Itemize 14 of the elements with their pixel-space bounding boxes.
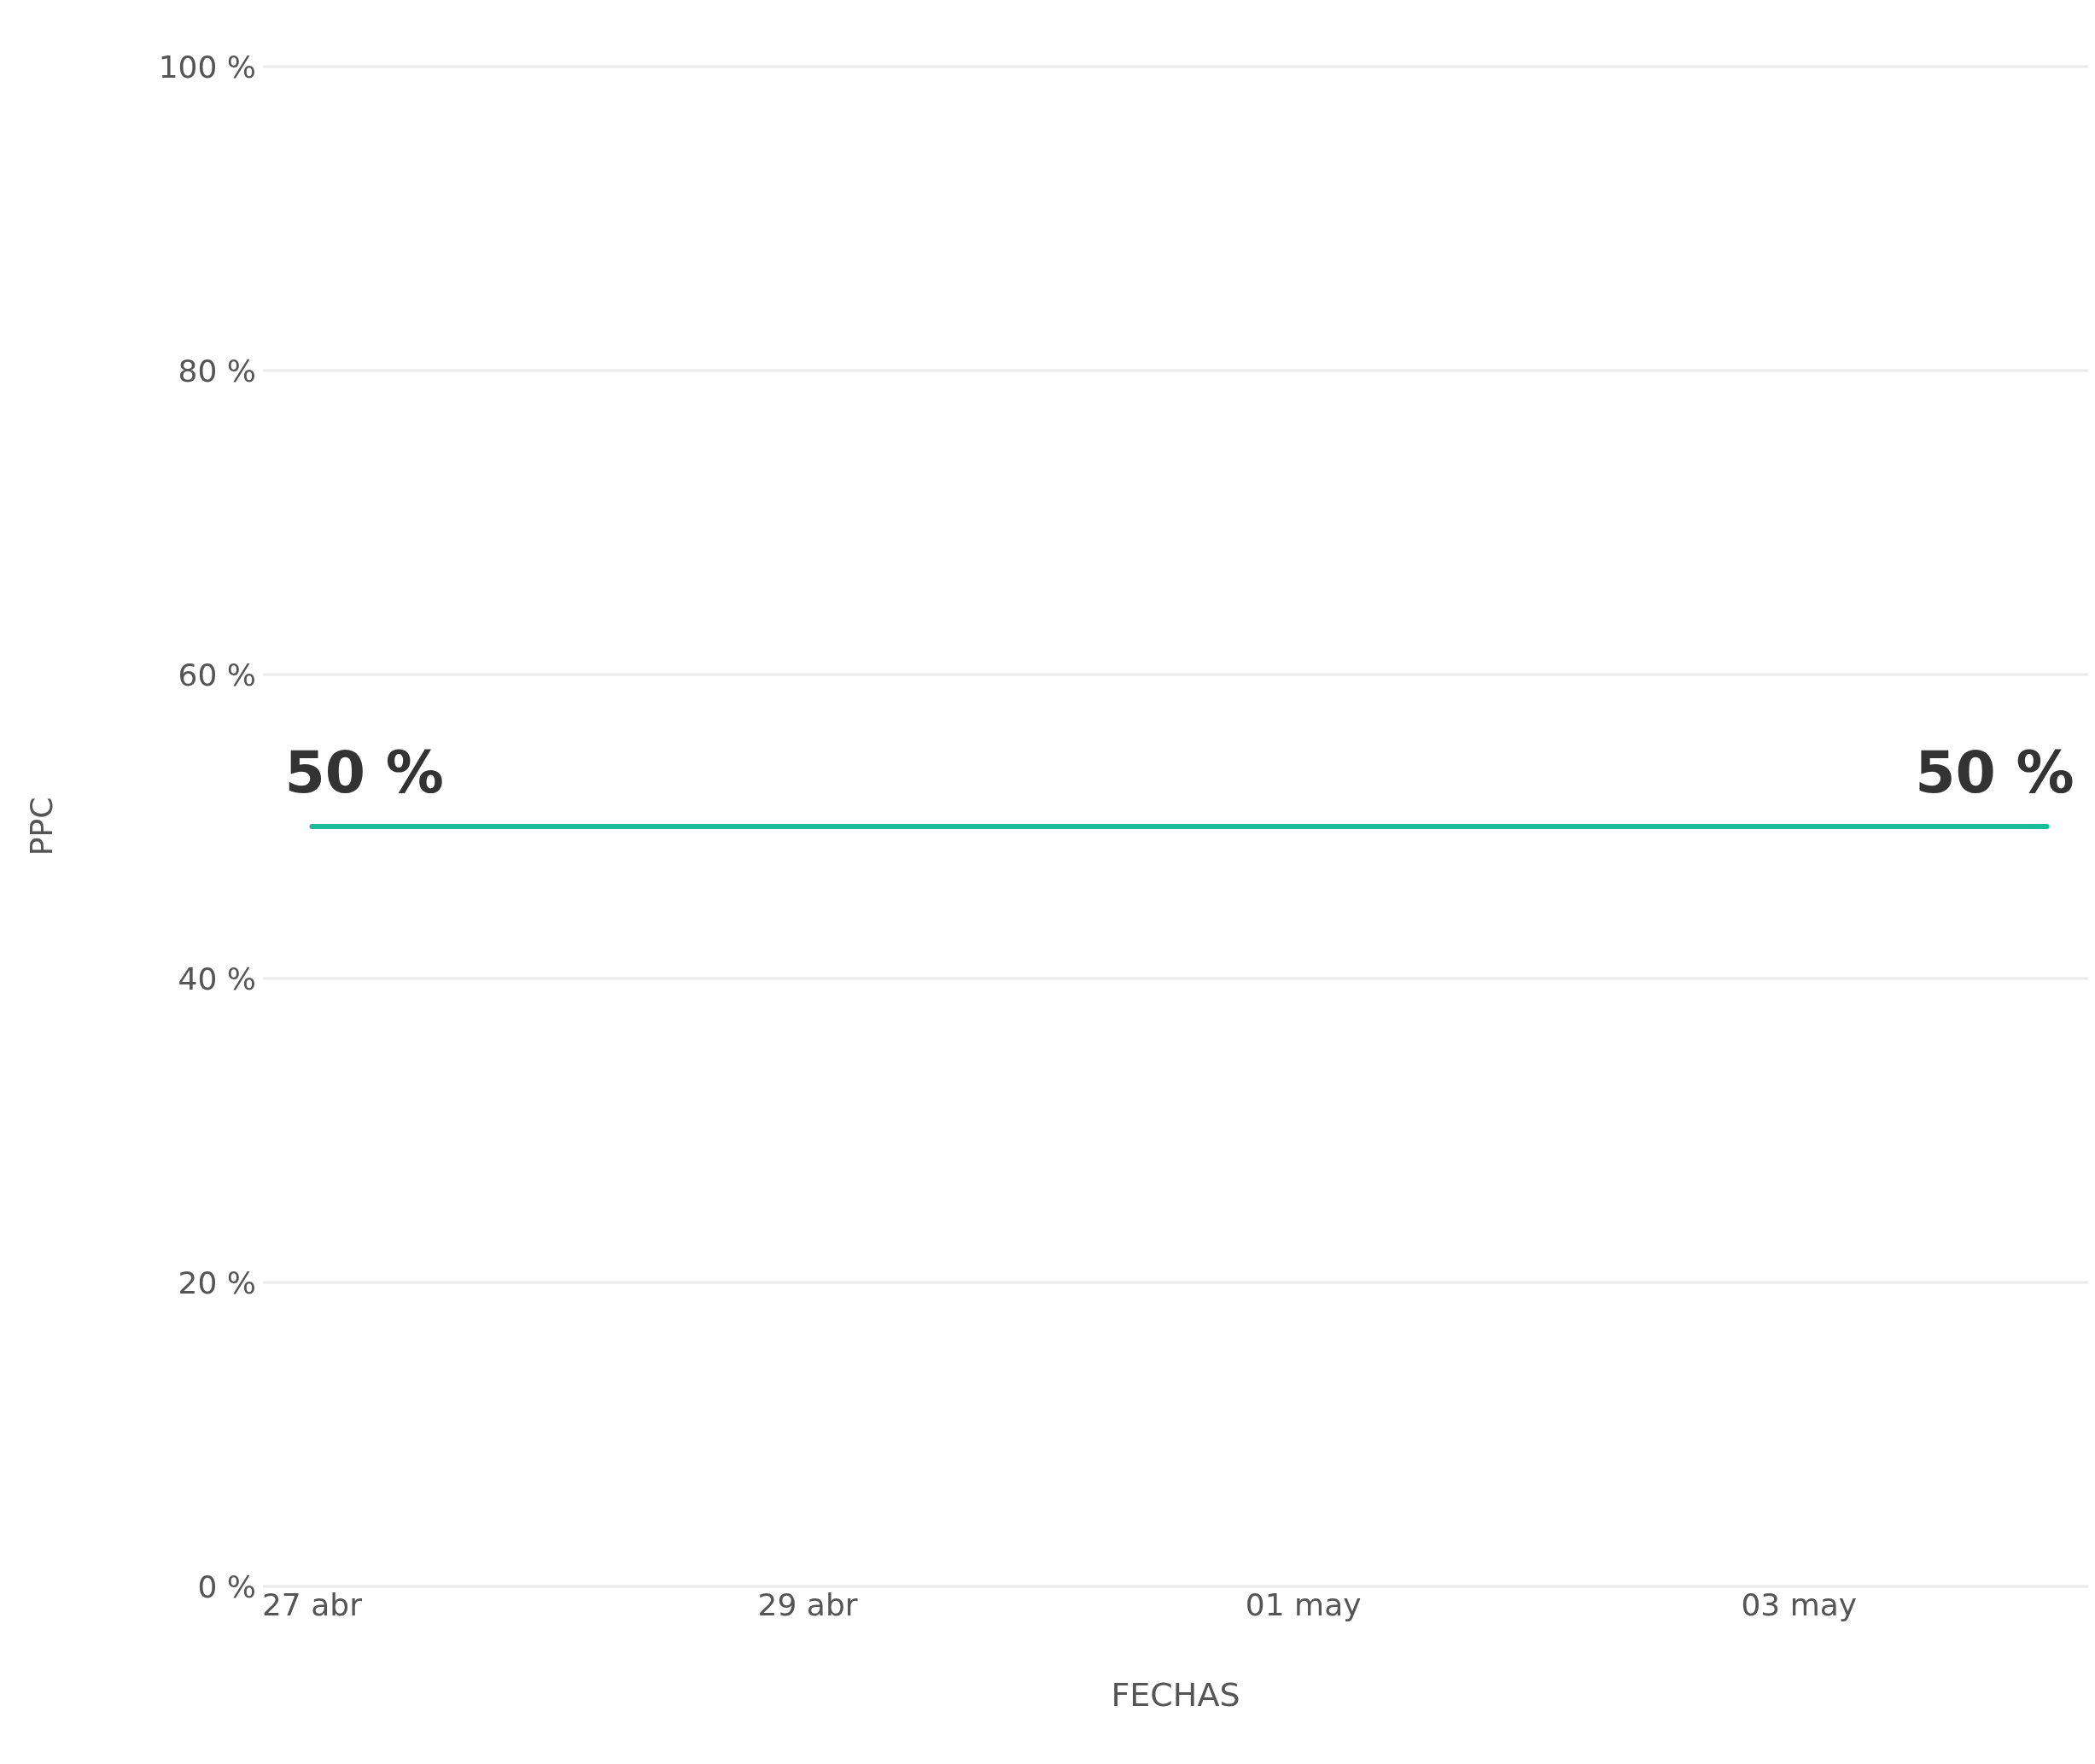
- x-tick-label: 01 may: [1245, 1586, 1362, 1622]
- data-label: 50 %: [1915, 739, 2075, 806]
- y-tick-label: 20 %: [178, 1265, 256, 1300]
- y-axis-title: PPC: [23, 797, 59, 856]
- y-tick-label: 0 %: [197, 1568, 256, 1604]
- y-tick-label: 60 %: [178, 657, 256, 692]
- y-tick-label: 80 %: [178, 353, 256, 388]
- x-tick-label: 03 may: [1741, 1586, 1858, 1622]
- data-label: 50 %: [284, 739, 444, 806]
- x-tick-label: 29 abr: [757, 1586, 858, 1622]
- y-tick-label: 40 %: [178, 961, 256, 996]
- y-tick-label: 100 %: [158, 49, 256, 85]
- x-axis-title: FECHAS: [1111, 1676, 1240, 1714]
- x-tick-label: 27 abr: [261, 1586, 363, 1622]
